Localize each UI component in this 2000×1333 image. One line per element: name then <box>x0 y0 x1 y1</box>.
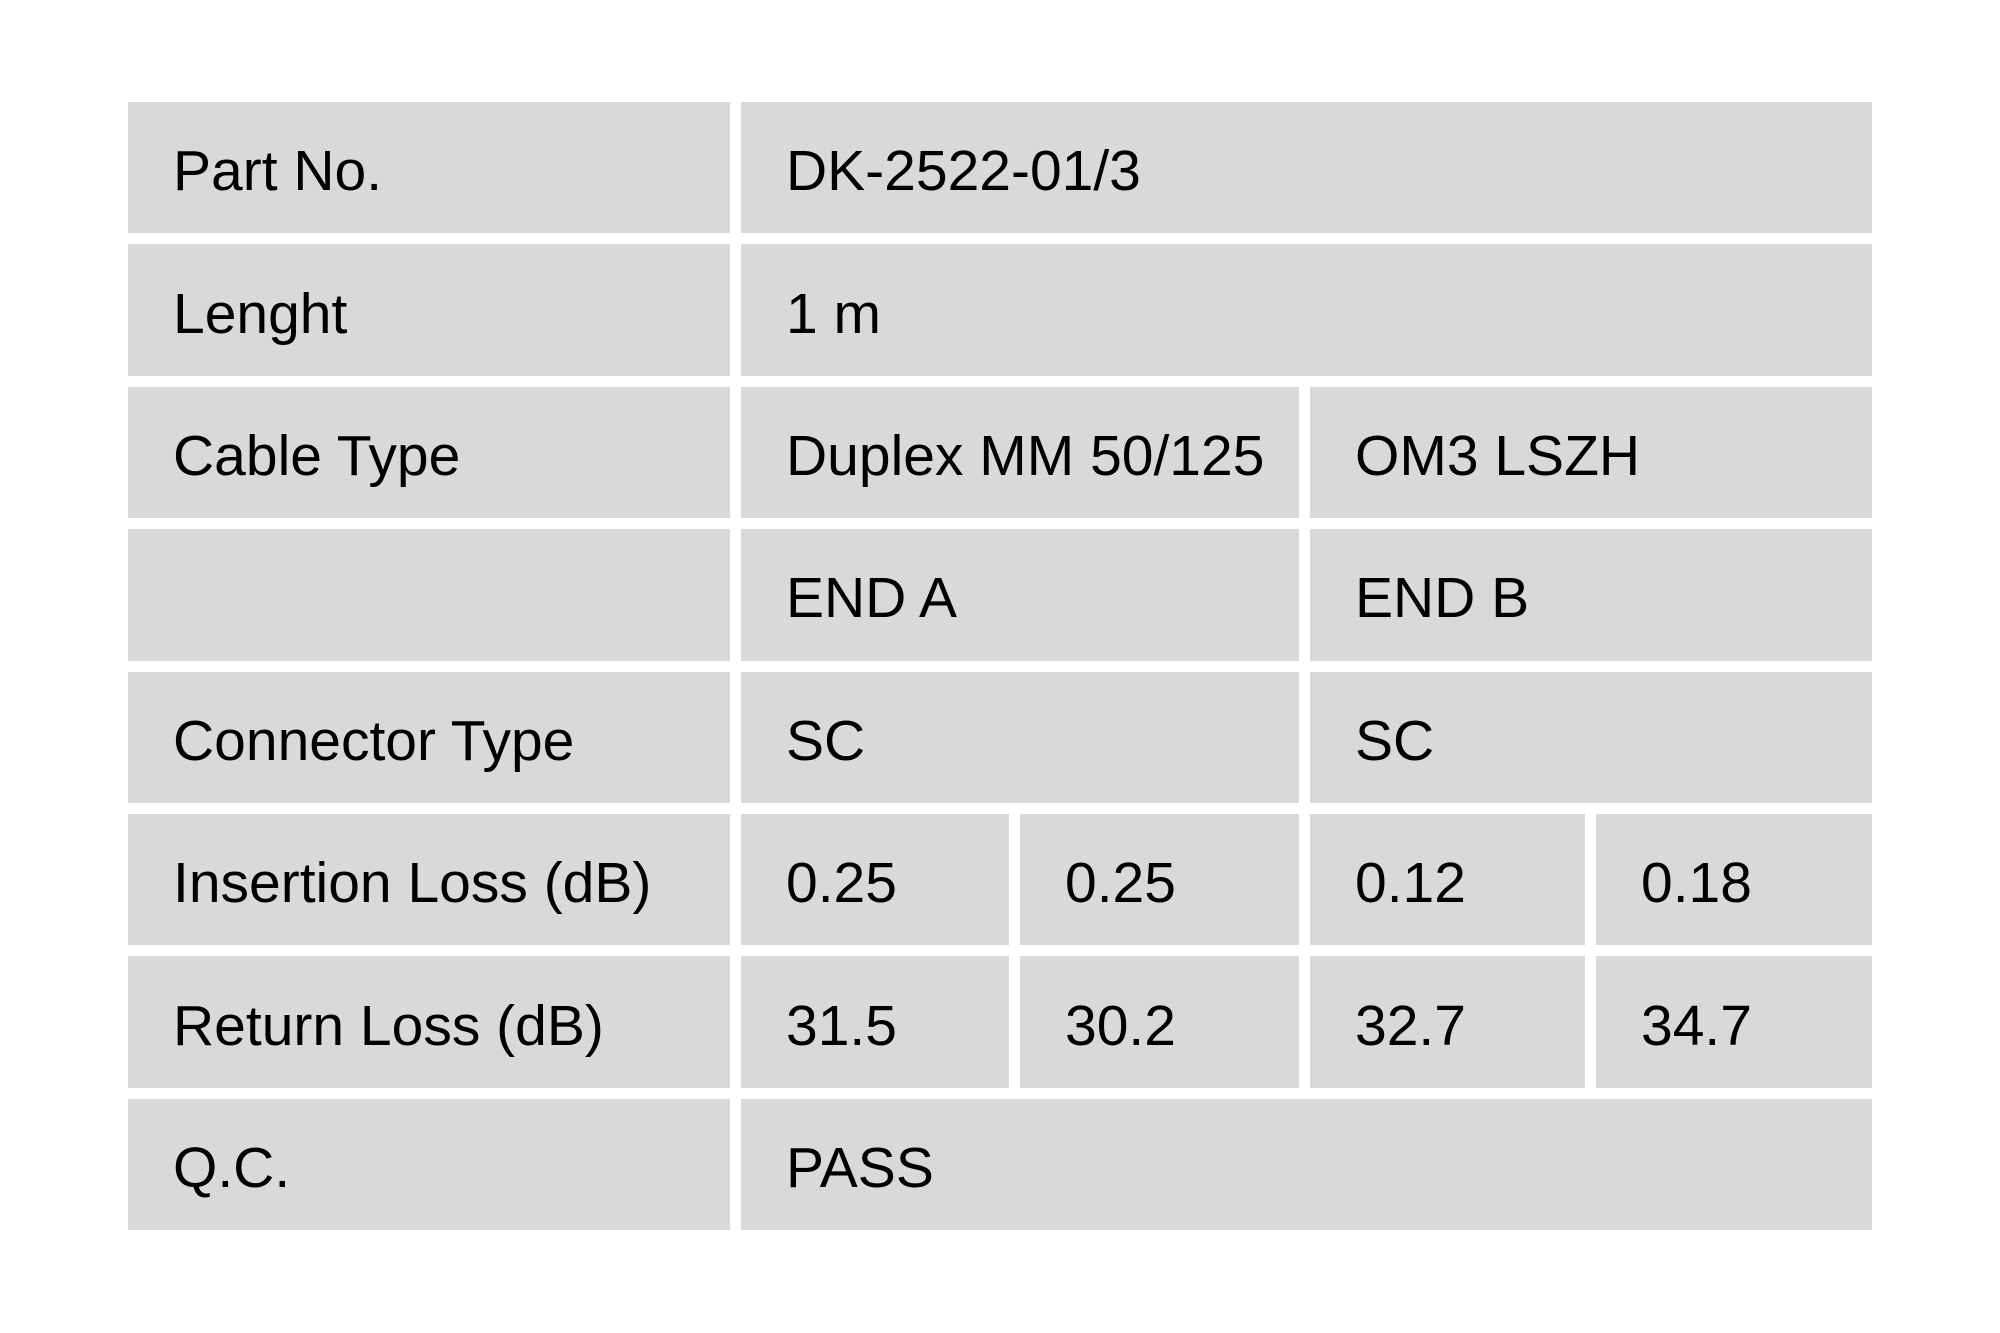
cell-end-a-header: END A <box>741 529 1299 661</box>
cell-end-b-header: END B <box>1310 529 1872 661</box>
row-label-connector-type: Connector Type <box>128 671 730 803</box>
cell-cable-type-end-b: OM3 LSZH <box>1310 386 1872 519</box>
cell-insertion-loss-b2: 0.18 <box>1596 813 1872 946</box>
cell-return-loss-b1: 32.7 <box>1310 956 1585 1088</box>
cell-qc-result: PASS <box>741 1098 1872 1230</box>
row-label-length: Lenght <box>128 244 730 376</box>
cell-insertion-loss-b1: 0.12 <box>1310 813 1585 946</box>
qc-test-table: Part No. DK-2522-01/3 Lenght 1 m Cable T… <box>128 102 1872 1230</box>
cell-insertion-loss-a1: 0.25 <box>741 813 1009 946</box>
cell-connector-end-a: SC <box>741 671 1299 803</box>
cell-return-loss-a2: 30.2 <box>1020 956 1299 1088</box>
cell-cable-type-end-a: Duplex MM 50/125 <box>741 386 1299 519</box>
cell-return-loss-a1: 31.5 <box>741 956 1009 1088</box>
row-label-return-loss: Return Loss (dB) <box>128 956 730 1088</box>
cell-insertion-loss-a2: 0.25 <box>1020 813 1299 946</box>
row-label-cable-type: Cable Type <box>128 386 730 519</box>
row-label-insertion-loss: Insertion Loss (dB) <box>128 813 730 946</box>
cell-connector-end-b: SC <box>1310 671 1872 803</box>
cell-empty-label <box>128 529 730 661</box>
cell-return-loss-b2: 34.7 <box>1596 956 1872 1088</box>
cell-part-no-value: DK-2522-01/3 <box>741 102 1872 234</box>
cell-length-value: 1 m <box>741 244 1872 376</box>
row-label-part-no: Part No. <box>128 102 730 234</box>
row-label-qc: Q.C. <box>128 1098 730 1230</box>
